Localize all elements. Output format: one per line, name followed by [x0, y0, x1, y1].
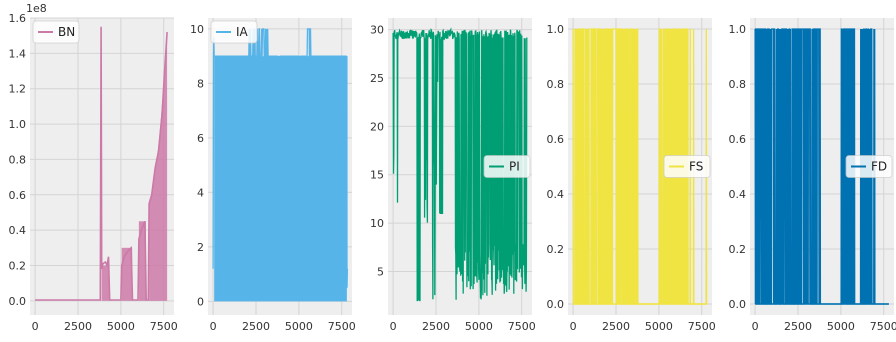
series-bn-fill: [101, 265, 110, 301]
y-tick-label: 0.6: [729, 133, 747, 146]
y-tick-label: 15: [370, 169, 384, 182]
y-tick-label: 1.0: [547, 23, 565, 36]
y-tick-label: 5: [377, 265, 384, 278]
x-tick-label: 5000: [827, 320, 855, 333]
series-bn-fill: [121, 247, 133, 301]
x-tick-label: 2500: [602, 320, 630, 333]
x-tick-label: 2500: [422, 320, 450, 333]
series-ia-line: [212, 28, 349, 288]
y-tick-label: 0.4: [729, 188, 747, 201]
y-tick-label: 0.2: [547, 243, 565, 256]
y-tick-label: 0.2: [729, 243, 747, 256]
x-tick-label: 2500: [784, 320, 812, 333]
legend: IA: [210, 20, 258, 44]
y-tick-label: 0.6: [9, 189, 27, 202]
legend-box: [845, 155, 893, 178]
x-tick-label: 7500: [870, 320, 896, 333]
series-pi-line: [392, 27, 528, 302]
legend-box: [663, 155, 711, 178]
x-tick-label: 0: [390, 320, 397, 333]
x-tick-label: 7500: [328, 320, 356, 333]
subplot-fs: 0 2500 5000 7500 0.0 0.2 0.4 0.6 0.8 1.0 FS: [547, 18, 716, 333]
y-tick-label: 0.0: [9, 295, 27, 308]
y-tick-label: 10: [190, 23, 204, 36]
legend-box: [32, 20, 80, 44]
legend: BN: [32, 20, 80, 44]
subplot-bn: 0 2500 5000 7500 0.0 0.2 0.4 0.6 0.8 1.0 1.2 1.4 1.6…: [9, 2, 178, 333]
y-tick-label: 0.8: [547, 78, 565, 91]
series-ia-fill: [214, 56, 347, 302]
y-tick-label: 10: [370, 217, 384, 230]
x-tick-label: 7500: [150, 320, 178, 333]
legend: FD: [845, 155, 893, 178]
series-bn-fill: [138, 221, 146, 301]
x-tick-label: 5000: [645, 320, 673, 333]
y-tick-label: 6: [197, 132, 204, 145]
x-tick-label: 2500: [64, 320, 92, 333]
series-bn-line: [35, 26, 168, 301]
legend-label: FS: [689, 160, 703, 174]
legend: PI: [483, 155, 531, 178]
y-tick-label: 0.8: [729, 78, 747, 91]
y-tick-label: 1.0: [729, 23, 747, 36]
y-offset-label: 1e8: [26, 2, 47, 15]
y-tick-label: 0.0: [547, 298, 565, 311]
y-tick-label: 0.6: [547, 133, 565, 146]
legend-box: [210, 20, 258, 44]
y-tick-label: 8: [197, 77, 204, 90]
x-tick-label: 0: [752, 320, 759, 333]
y-tick-label: 1.2: [9, 83, 27, 96]
subplot-ia: 0 2500 5000 7500 0 2 4 6 8 10 IA: [190, 18, 356, 333]
legend-label: IA: [236, 25, 249, 39]
legend-label: FD: [871, 160, 887, 174]
y-tick-label: 1.4: [9, 47, 27, 60]
legend-label: PI: [509, 160, 520, 174]
x-tick-label: 0: [210, 320, 217, 333]
y-tick-label: 20: [370, 120, 384, 133]
y-tick-label: 25: [370, 72, 384, 85]
legend: FS: [663, 155, 711, 178]
y-tick-label: 0.0: [729, 298, 747, 311]
x-tick-label: 5000: [285, 320, 313, 333]
y-tick-label: 0.4: [9, 224, 27, 237]
x-tick-label: 0: [32, 320, 39, 333]
x-tick-label: 0: [570, 320, 577, 333]
y-tick-label: 0: [197, 295, 204, 308]
y-tick-label: 2: [197, 241, 204, 254]
x-tick-label: 7500: [508, 320, 536, 333]
y-tick-label: 1.6: [9, 12, 27, 25]
y-tick-label: 0.2: [9, 260, 27, 273]
y-tick-label: 0.8: [9, 153, 27, 166]
y-tick-label: 4: [197, 186, 204, 199]
x-tick-label: 5000: [465, 320, 493, 333]
legend-label: BN: [58, 25, 75, 39]
x-tick-label: 7500: [688, 320, 716, 333]
x-tick-label: 5000: [107, 320, 135, 333]
subplot-fd: 0 2500 5000 7500 0.0 0.2 0.4 0.6 0.8 1.0 FD: [729, 18, 896, 333]
y-tick-label: 0.4: [547, 188, 565, 201]
x-tick-label: 2500: [242, 320, 270, 333]
y-tick-label: 30: [370, 24, 384, 37]
legend-box: [483, 155, 531, 178]
subplot-pi: 0 2500 5000 7500 5 10 15 20 25 30 PI: [370, 18, 536, 333]
y-tick-label: 1.0: [9, 118, 27, 131]
